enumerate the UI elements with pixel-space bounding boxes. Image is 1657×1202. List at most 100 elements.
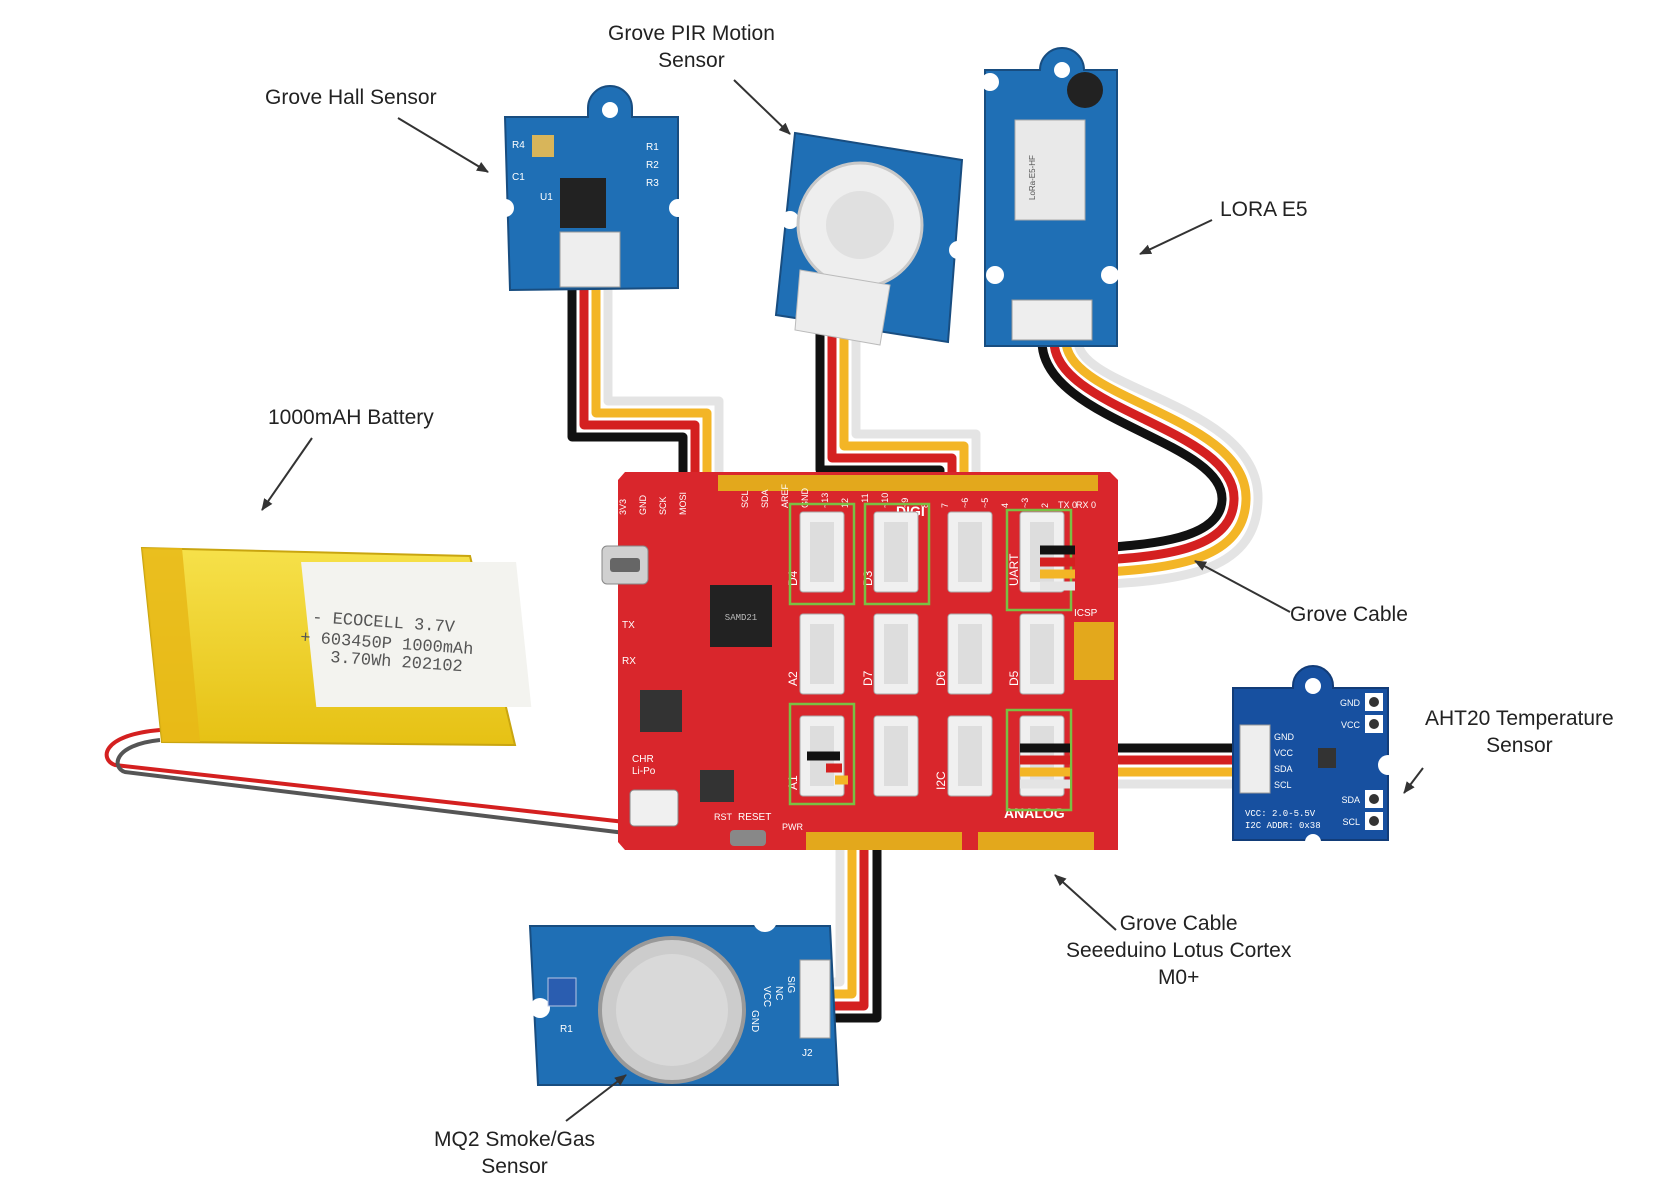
- reset-label: RESET: [738, 812, 771, 823]
- analog-header: [978, 832, 1094, 850]
- grove-port-socket: [1030, 624, 1054, 684]
- samd21-chip: [710, 585, 772, 647]
- left-pin-label: GND: [638, 495, 648, 516]
- label-lora: LORA E5: [1220, 196, 1308, 223]
- rx-label: RX: [622, 656, 636, 667]
- highlight-i2c: [1005, 708, 1073, 812]
- top-pin-label: ~13: [820, 493, 830, 508]
- cable-ends-on-board: [807, 545, 1075, 789]
- arrow-board: [1054, 874, 1117, 931]
- label-grove-cable: Grove Cable: [1290, 601, 1408, 628]
- highlight-a1: [788, 702, 856, 806]
- lipo-battery: - ECOCELL 3.7V + 603450P 1000mAh 3.70Wh …: [140, 546, 532, 747]
- seeeduino-lotus-board: SCL SDA AREF GND ~13 12 ~11 ~10 ~9 8 7 ~6 ~5 4 ~3 2 SAM…: [601, 472, 1118, 850]
- label-aht20-line1: AHT20 Temperature: [1425, 707, 1614, 730]
- label-mq2-line2: Sensor: [481, 1155, 548, 1178]
- port-label-d3: D3: [861, 570, 875, 586]
- mq2-r1: R1: [560, 1024, 573, 1035]
- arrow-hall: [397, 117, 489, 173]
- top-pin-label: AREF: [780, 483, 790, 508]
- grove-port-socket: [810, 624, 834, 684]
- label-pir-line1: Grove PIR Motion: [608, 22, 775, 45]
- aht-pin-label: VCC: [1274, 748, 1294, 758]
- port-label-uart: UART: [1007, 553, 1021, 586]
- mq2-nc: NC: [773, 986, 784, 1000]
- hall-r3: R3: [646, 178, 659, 189]
- aht-edge-label: GND: [1340, 698, 1361, 708]
- rst-label: RST: [714, 812, 733, 822]
- grove-port-socket: [958, 624, 982, 684]
- battery-wires: [104, 728, 626, 835]
- top-pin-label: ~6: [960, 498, 970, 508]
- grove-port-socket: [958, 522, 982, 582]
- label-grove-cable-text: Grove Cable: [1290, 603, 1408, 626]
- reset-button: [730, 830, 766, 846]
- label-battery: 1000mAH Battery: [268, 404, 434, 431]
- highlight-d3: [863, 502, 931, 606]
- hall-u1: U1: [540, 192, 553, 203]
- aht-spec-address: I2C ADDR: 0x38: [1245, 821, 1321, 831]
- lipo-label: Li-Po: [632, 766, 656, 777]
- tx0-label: TX 0: [1058, 500, 1077, 510]
- hall-r2: R2: [646, 160, 659, 171]
- grove-cable-lora: [1037, 335, 1263, 591]
- top-pin-label: SCL: [740, 490, 750, 508]
- aht-spec-voltage: VCC: 2.0-5.5V: [1245, 809, 1316, 819]
- aht-edge-label: VCC: [1341, 720, 1361, 730]
- label-board: Grove Cable Seeeduino Lotus Cortex M0+: [1066, 910, 1291, 991]
- top-header: [718, 475, 1098, 491]
- grove-port-socket: [884, 522, 908, 582]
- power-header: [806, 832, 962, 850]
- arrow-aht20: [1403, 767, 1424, 794]
- lora-e5-module: LoRa-E5-HF: [981, 47, 1119, 347]
- label-battery-text: 1000mAH Battery: [268, 406, 434, 429]
- arrow-pir: [733, 79, 791, 135]
- aht-pin-label: SDA: [1274, 764, 1293, 774]
- mq2-sig: SIG: [785, 976, 796, 993]
- rx0-label: RX 0: [1076, 500, 1096, 510]
- label-board-line3: M0+: [1157, 966, 1200, 989]
- port-label-d4: D4: [786, 570, 800, 586]
- left-pin-label: MOSI: [678, 492, 688, 515]
- port-label-a2: A2: [786, 671, 800, 686]
- lora-module-label: LoRa-E5-HF: [1028, 155, 1037, 200]
- port-label-i2c: I2C: [934, 771, 948, 790]
- callout-arrows: [261, 79, 1424, 1122]
- port-label-d7: D7: [861, 670, 875, 686]
- label-pir-sensor: Grove PIR Motion Sensor: [608, 20, 775, 74]
- top-pin-label: 4: [1000, 503, 1010, 508]
- highlight-d4: [788, 502, 856, 606]
- top-pin-label: ~5: [980, 498, 990, 508]
- label-board-line2: Seeeduino Lotus Cortex: [1066, 939, 1292, 962]
- arrow-grove-cable: [1194, 560, 1291, 613]
- aht-edge-label: SCL: [1342, 817, 1360, 827]
- icsp-header: [1074, 622, 1114, 680]
- mq2-gnd: GND: [749, 1010, 760, 1032]
- chip-label: SAMD21: [725, 613, 757, 623]
- label-board-line1: Grove Cable: [1119, 912, 1238, 935]
- hall-r1: R1: [646, 142, 659, 153]
- hall-c1: C1: [512, 172, 525, 183]
- aht-pin-label: GND: [1274, 732, 1295, 742]
- grove-hall-sensor-module: R4 C1 U1 R1 R2 R3: [496, 85, 687, 292]
- chr-label: CHR: [632, 754, 654, 765]
- top-pin-label: GND: [800, 488, 810, 509]
- mq2-module: SIG NC VCC GND R1 J2: [528, 908, 840, 1086]
- arrow-mq2: [565, 1074, 627, 1122]
- label-mq2: MQ2 Smoke/Gas Sensor: [434, 1126, 595, 1180]
- aht-edge-label: SDA: [1341, 795, 1360, 805]
- grove-port-socket: [810, 522, 834, 582]
- battery-connector: [629, 789, 679, 827]
- pwr-label: PWR: [782, 822, 803, 832]
- hall-r4: R4: [512, 140, 525, 151]
- label-mq2-line1: MQ2 Smoke/Gas: [434, 1128, 596, 1151]
- port-label-d5: D5: [1007, 670, 1021, 686]
- icsp-label: ICSP: [1074, 608, 1098, 619]
- top-pin-label: 2: [1040, 503, 1050, 508]
- aht-pin-label: SCL: [1274, 780, 1292, 790]
- top-pin-label: 8: [920, 503, 930, 508]
- label-aht20-line2: Sensor: [1486, 734, 1553, 757]
- mq2-vcc: VCC: [761, 986, 772, 1007]
